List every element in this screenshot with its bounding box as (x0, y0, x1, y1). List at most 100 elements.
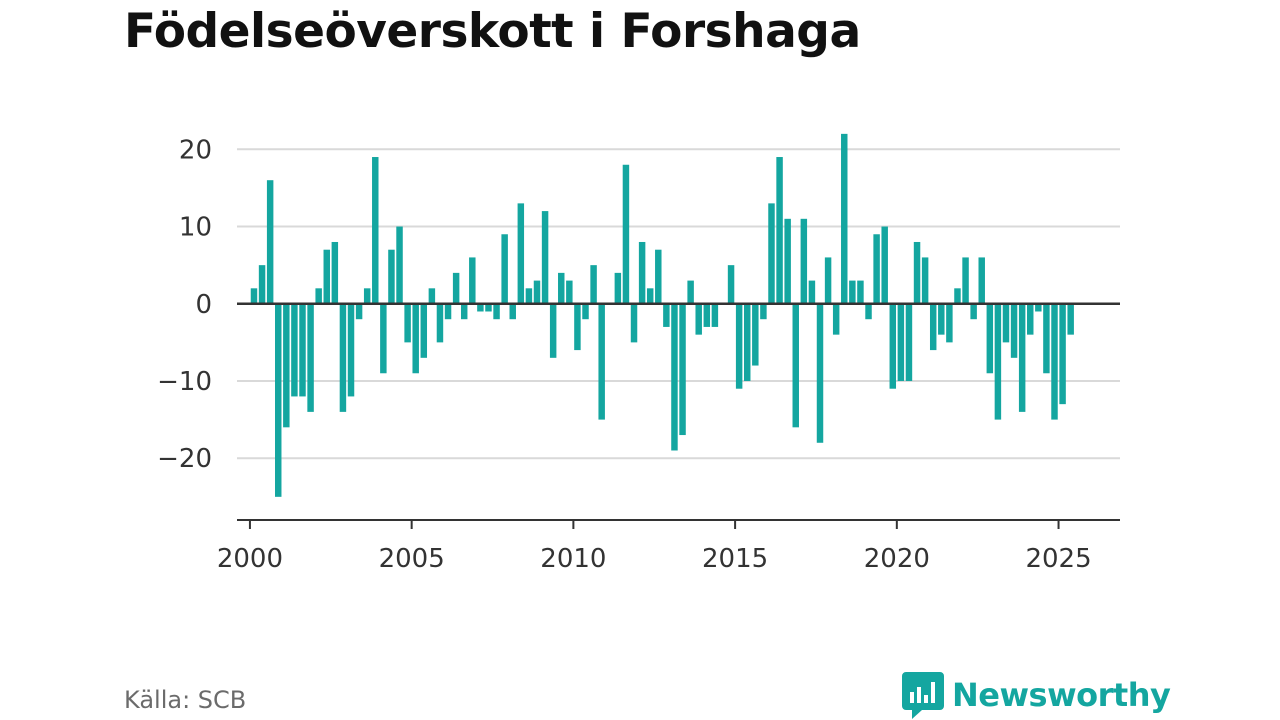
newsworthy-logo-icon (902, 672, 944, 719)
bar (509, 303, 516, 320)
brand-logo[interactable]: Newsworthy (902, 670, 1171, 720)
bar (946, 303, 953, 343)
bar (735, 303, 743, 389)
bar (1067, 303, 1074, 335)
bar (695, 303, 702, 335)
bar (266, 180, 274, 304)
x-tick-label: 2025 (1025, 544, 1091, 574)
chart-title: Födelseöverskott i Forshaga (124, 4, 861, 59)
bar (533, 280, 541, 304)
bar (460, 303, 468, 320)
bar (436, 303, 444, 343)
y-axis-labels: 20 10 0 −10 −20 (157, 135, 212, 474)
bar (905, 303, 913, 381)
bar (776, 157, 783, 304)
bar (800, 218, 808, 304)
bar (921, 257, 929, 304)
bar (477, 303, 484, 312)
bar (396, 226, 403, 304)
y-tick-label: −20 (157, 444, 212, 474)
bar (428, 288, 436, 304)
x-tick-label: 2020 (864, 544, 930, 574)
bar (727, 265, 735, 304)
bar (323, 249, 330, 304)
x-axis-labels: 2000 2005 2010 2015 2020 2025 (217, 544, 1092, 574)
bar (824, 257, 832, 304)
bar (792, 303, 799, 428)
bar (420, 303, 428, 358)
bar (590, 265, 597, 304)
bar (784, 218, 791, 304)
bar (566, 280, 573, 304)
x-tick-label: 2000 (217, 544, 283, 574)
bar (752, 303, 759, 366)
bar (897, 303, 905, 381)
bar (873, 234, 880, 304)
bar (1059, 303, 1066, 405)
bar (816, 303, 824, 443)
bar (363, 288, 371, 304)
bar (493, 303, 500, 320)
bar (841, 133, 848, 304)
axes (237, 302, 1120, 529)
bar (582, 303, 589, 320)
bar (444, 303, 452, 320)
y-tick-label: −10 (157, 367, 212, 397)
bars (250, 133, 1074, 497)
bar (986, 303, 994, 374)
bar (638, 241, 646, 304)
bar (671, 303, 678, 451)
bar (646, 288, 654, 304)
bar (1043, 303, 1050, 374)
bar (250, 288, 258, 304)
bar (760, 303, 767, 320)
bar (315, 288, 322, 304)
bar (452, 272, 460, 304)
x-tick-label: 2010 (540, 544, 606, 574)
bar (501, 234, 508, 304)
bar (679, 303, 686, 436)
bar (299, 303, 306, 397)
bar (558, 272, 565, 304)
bar (541, 211, 549, 304)
y-tick-label: 0 (195, 290, 212, 320)
bar (355, 303, 363, 320)
bar (655, 249, 662, 304)
bar (978, 257, 985, 304)
bar (275, 303, 282, 497)
bar (994, 303, 1002, 420)
source-note: Källa: SCB (124, 686, 247, 714)
bar (881, 226, 888, 304)
bar (970, 303, 977, 320)
bar (1018, 303, 1026, 412)
bar (703, 303, 711, 327)
bar (388, 249, 395, 304)
bar (954, 288, 961, 304)
bar (630, 303, 638, 343)
bar (258, 265, 266, 304)
bar (525, 288, 533, 304)
gridlines (237, 148, 1120, 460)
x-tick-label: 2015 (702, 544, 768, 574)
bar (913, 241, 921, 304)
bar (549, 303, 557, 358)
bar (663, 303, 670, 327)
bar (283, 303, 290, 428)
bar (832, 303, 840, 335)
bar (1002, 303, 1010, 343)
bar (1035, 303, 1042, 312)
bar (889, 303, 897, 389)
bar (372, 157, 379, 304)
bar (307, 303, 314, 412)
y-tick-label: 20 (179, 135, 212, 165)
bar (517, 203, 525, 304)
bar (614, 272, 622, 304)
bar (962, 257, 969, 304)
bar (598, 303, 605, 420)
y-tick-label: 10 (179, 213, 212, 243)
bar (347, 303, 355, 397)
bar (865, 303, 872, 320)
bar (469, 257, 476, 304)
bar (938, 303, 945, 335)
